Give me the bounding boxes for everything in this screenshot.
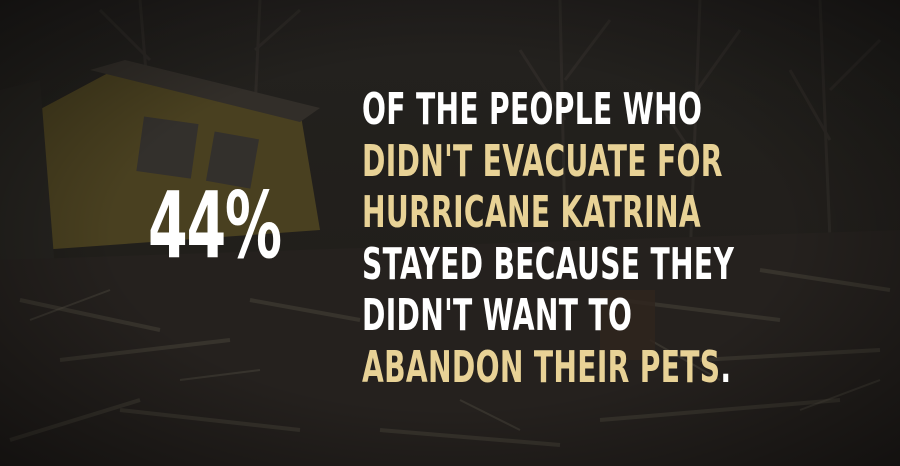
message-segment: ABANDON THEIR PETS	[362, 342, 720, 393]
message-segment: DIDN'T WANT TO	[362, 290, 632, 341]
message-line: DIDN'T WANT TO	[362, 290, 734, 342]
message-line: STAYED BECAUSE THEY	[362, 239, 734, 291]
message-segment: OF THE PEOPLE WHO	[362, 84, 702, 135]
message-text-block: OF THE PEOPLE WHO DIDN'T EVACUATE FOR HURR…	[362, 84, 900, 394]
message-segment: HURRICANE KATRINA	[362, 187, 701, 238]
message-segment: .	[720, 342, 731, 393]
message-line: ABANDON THEIR PETS.	[362, 342, 734, 394]
message-segment: STAYED BECAUSE THEY	[362, 239, 734, 290]
message-segment: DIDN'T EVACUATE FOR	[362, 136, 723, 187]
message-line: DIDN'T EVACUATE FOR	[362, 136, 734, 188]
message-line: HURRICANE KATRINA	[362, 187, 734, 239]
message-line: OF THE PEOPLE WHO	[362, 84, 734, 136]
statistic-percentage: 44%	[148, 176, 253, 276]
